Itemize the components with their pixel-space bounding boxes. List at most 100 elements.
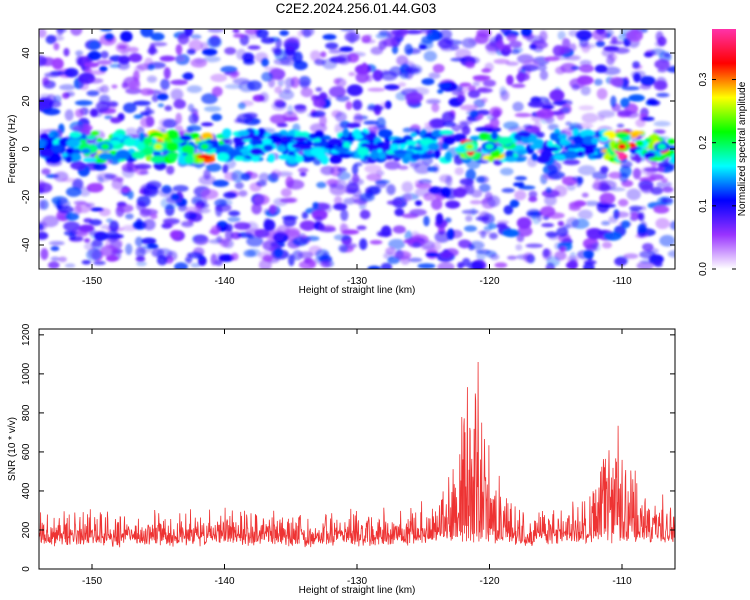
heatmap-cell xyxy=(299,145,313,151)
heatmap-cell xyxy=(86,90,100,97)
heatmap-cell xyxy=(464,225,478,232)
heatmap-cell xyxy=(275,38,282,49)
heatmap-cell xyxy=(83,238,91,243)
heatmap-cell xyxy=(181,73,193,79)
heatmap-cell xyxy=(175,112,183,125)
heatmap-cell xyxy=(127,190,134,200)
heatmap-cell xyxy=(292,136,309,142)
heatmap-cell xyxy=(109,220,119,232)
heatmap-cell xyxy=(65,212,80,221)
x-tick-label: -150 xyxy=(82,576,102,587)
heatmap-cell xyxy=(497,136,513,145)
heatmap-cell xyxy=(121,166,135,178)
heatmap-cell xyxy=(576,29,593,41)
heatmap-cell xyxy=(657,67,667,73)
heatmap-cell xyxy=(404,140,417,146)
heatmap-cell xyxy=(333,203,348,211)
heatmap-cell xyxy=(367,265,381,269)
y-tick-label: 1000 xyxy=(21,362,32,385)
heatmap-cell xyxy=(669,220,675,230)
heatmap-cell xyxy=(157,103,165,108)
heatmap-cell xyxy=(216,252,225,261)
heatmap-cell xyxy=(150,155,165,164)
heatmap-cell xyxy=(489,253,500,261)
heatmap-cell xyxy=(53,131,60,138)
heatmap-cell xyxy=(243,249,256,258)
heatmap-cell xyxy=(284,77,295,88)
heatmap-cell xyxy=(559,139,571,146)
heatmap-cell xyxy=(181,144,195,154)
heatmap-cell xyxy=(287,104,294,116)
heatmap-cell xyxy=(359,209,371,220)
heatmap-cell xyxy=(613,211,630,218)
heatmap-cell xyxy=(229,71,238,79)
heatmap-cell xyxy=(274,98,284,105)
heatmap-cell xyxy=(335,95,350,102)
heatmap-cell xyxy=(184,154,195,164)
heatmap-cell xyxy=(132,70,140,82)
heatmap-cell xyxy=(651,255,664,261)
heatmap-cell xyxy=(592,29,607,41)
heatmap-cell xyxy=(488,223,498,229)
heatmap-cell xyxy=(661,177,668,183)
heatmap-cell xyxy=(669,157,675,164)
heatmap-cell xyxy=(365,143,379,152)
heatmap-cell xyxy=(565,261,578,269)
heatmap-cell xyxy=(284,135,295,140)
heatmap-cell xyxy=(82,157,98,163)
heatmap-cell xyxy=(571,83,580,91)
heatmap-cell xyxy=(662,197,673,204)
heatmap-cell xyxy=(224,47,237,55)
heatmap-cell xyxy=(650,186,663,195)
heatmap-cell xyxy=(66,138,80,148)
heatmap-cell xyxy=(335,147,349,153)
heatmap-cell xyxy=(413,162,432,174)
heatmap-cell xyxy=(472,81,480,87)
heatmap-cell xyxy=(386,200,402,206)
heatmap-cell xyxy=(454,167,464,176)
heatmap-cell xyxy=(198,175,216,186)
heatmap-cell xyxy=(496,39,505,49)
heatmap-cell xyxy=(430,198,443,210)
heatmap-cell xyxy=(572,128,579,137)
y-tick-label: 0 xyxy=(21,146,32,152)
heatmap-cell xyxy=(288,254,295,267)
heatmap-cell xyxy=(619,172,629,183)
heatmap-cell xyxy=(427,142,440,151)
heatmap-cell xyxy=(480,230,487,239)
heatmap-cell xyxy=(287,36,300,44)
heatmap-cell xyxy=(41,215,59,228)
heatmap-cell xyxy=(560,62,578,73)
heatmap-cell xyxy=(390,143,400,152)
y-tick-label: 600 xyxy=(21,443,32,460)
heatmap-cell xyxy=(273,247,283,258)
heatmap-cell xyxy=(39,93,51,100)
heatmap-cell xyxy=(111,178,124,190)
heatmap-cell xyxy=(216,235,223,243)
heatmap-cell xyxy=(657,165,664,173)
x-tick-label: -120 xyxy=(479,276,499,287)
heatmap-cell xyxy=(246,228,264,237)
heatmap-cell xyxy=(39,231,49,240)
heatmap-cell xyxy=(404,43,413,56)
heatmap-cell xyxy=(539,30,548,43)
heatmap-cell xyxy=(549,89,565,102)
heatmap-cell xyxy=(105,255,119,262)
heatmap-cell xyxy=(590,154,603,159)
snr-y-axis-label: SNR (10 * v/v) xyxy=(7,417,18,481)
heatmap-cell xyxy=(341,229,360,235)
heatmap-cell xyxy=(236,113,254,124)
heatmap-cell xyxy=(65,91,75,97)
heatmap-cell xyxy=(617,109,633,117)
heatmap-cell xyxy=(251,118,262,125)
heatmap-cell xyxy=(554,241,565,251)
heatmap-cell xyxy=(653,120,671,127)
heatmap-cell xyxy=(459,104,478,111)
heatmap-cell xyxy=(175,44,183,55)
heatmap-cell xyxy=(74,100,93,106)
heatmap-cell xyxy=(444,217,452,223)
heatmap-cell xyxy=(186,85,203,93)
heatmap-cell xyxy=(65,155,73,163)
heatmap-cell xyxy=(599,192,616,205)
heatmap-panel: -150 -140 -130 -120 -110 -40 -20 0 20 40 Height … xyxy=(7,28,676,296)
